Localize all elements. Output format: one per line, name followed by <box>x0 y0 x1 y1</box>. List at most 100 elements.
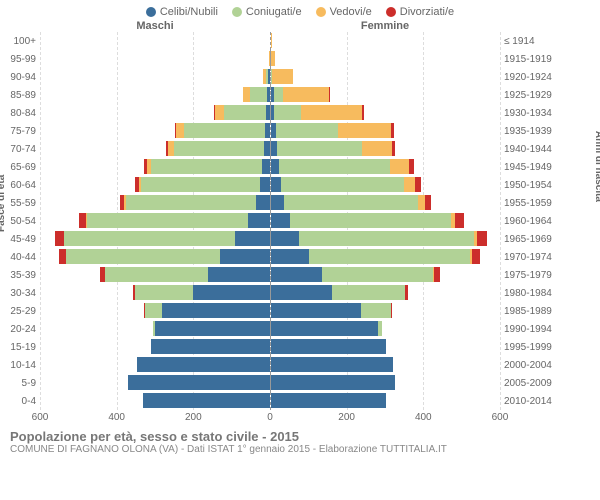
female-bar <box>271 320 501 338</box>
female-bar <box>271 32 501 50</box>
age-label: 60-64 <box>0 180 40 191</box>
age-row: 50-54 1960-1964 <box>0 212 600 230</box>
female-bar <box>271 176 501 194</box>
year-label: 1950-1954 <box>500 180 560 191</box>
male-bar <box>40 104 271 122</box>
x-tick: 0 <box>255 412 285 423</box>
age-row: 25-291985-1989 <box>0 302 600 320</box>
year-label: 1970-1974 <box>500 252 560 263</box>
female-bar <box>271 374 501 392</box>
male-bar <box>40 338 271 356</box>
legend-label-married: Coniugati/e <box>246 6 302 18</box>
age-label: 30-34 <box>0 288 40 299</box>
swatch-widowed <box>316 7 326 17</box>
age-row: 75-791935-1939 <box>0 122 600 140</box>
swatch-married <box>232 7 242 17</box>
age-row: 95-991915-1919 <box>0 50 600 68</box>
header-female: Femmine <box>270 20 500 32</box>
x-tick: 600 <box>485 412 515 423</box>
year-label: 1960-1964 <box>500 216 560 227</box>
male-bar <box>40 140 271 158</box>
male-bar <box>40 176 271 194</box>
male-bar <box>40 374 271 392</box>
x-tick: 200 <box>178 412 208 423</box>
x-axis: 6004002000200400600 <box>40 410 500 423</box>
male-bar <box>40 248 271 266</box>
legend-item-single: Celibi/Nubili <box>146 6 218 18</box>
age-row: 80-841930-1934 <box>0 104 600 122</box>
female-bar <box>271 356 501 374</box>
female-bar <box>271 194 501 212</box>
age-row: 55-59 1955-1959 <box>0 194 600 212</box>
year-label: 1945-1949 <box>500 162 560 173</box>
year-label: 2010-2014 <box>500 396 560 407</box>
year-label: 1985-1989 <box>500 306 560 317</box>
age-row: 30-34 1980-1984 <box>0 284 600 302</box>
male-bar <box>40 302 271 320</box>
legend-label-single: Celibi/Nubili <box>160 6 218 18</box>
chart-footer: Popolazione per età, sesso e stato civil… <box>0 423 600 455</box>
year-label: 1990-1994 <box>500 324 560 335</box>
x-tick: 400 <box>102 412 132 423</box>
column-headers: Maschi Femmine <box>0 20 600 32</box>
year-label: 1925-1929 <box>500 90 560 101</box>
year-label: 1965-1969 <box>500 234 560 245</box>
year-label: 1955-1959 <box>500 198 560 209</box>
female-bar <box>271 212 501 230</box>
male-bar <box>40 266 271 284</box>
female-bar <box>271 86 501 104</box>
pyramid-chart: Fasce di età Anni di nascita 100+≤ 19149… <box>0 32 600 423</box>
legend-item-married: Coniugati/e <box>232 6 302 18</box>
female-bar <box>271 230 501 248</box>
male-bar <box>40 86 271 104</box>
year-label: ≤ 1914 <box>500 36 560 47</box>
age-label: 100+ <box>0 36 40 47</box>
year-label: 1980-1984 <box>500 288 560 299</box>
legend-label-widowed: Vedovi/e <box>330 6 372 18</box>
age-row: 85-891925-1929 <box>0 86 600 104</box>
year-label: 1975-1979 <box>500 270 560 281</box>
legend-item-divorced: Divorziati/e <box>386 6 454 18</box>
female-bar <box>271 50 501 68</box>
male-bar <box>40 320 271 338</box>
age-label: 35-39 <box>0 270 40 281</box>
male-bar <box>40 158 271 176</box>
age-label: 10-14 <box>0 360 40 371</box>
chart-title: Popolazione per età, sesso e stato civil… <box>10 429 590 444</box>
year-label: 1915-1919 <box>500 54 560 65</box>
year-label: 1920-1924 <box>500 72 560 83</box>
x-tick: 200 <box>332 412 362 423</box>
male-bar <box>40 284 271 302</box>
age-row: 0-42010-2014 <box>0 392 600 410</box>
age-row: 65-691945-1949 <box>0 158 600 176</box>
swatch-single <box>146 7 156 17</box>
year-label: 1995-1999 <box>500 342 560 353</box>
age-row: 5-92005-2009 <box>0 374 600 392</box>
age-label: 45-49 <box>0 234 40 245</box>
age-label: 50-54 <box>0 216 40 227</box>
year-label: 1935-1939 <box>500 126 560 137</box>
male-bar <box>40 122 271 140</box>
age-row: 35-39 1975-1979 <box>0 266 600 284</box>
male-bar <box>40 212 271 230</box>
year-label: 1940-1944 <box>500 144 560 155</box>
female-bar <box>271 248 501 266</box>
age-row: 70-741940-1944 <box>0 140 600 158</box>
age-row: 10-14 2000-2004 <box>0 356 600 374</box>
age-label: 15-19 <box>0 342 40 353</box>
swatch-divorced <box>386 7 396 17</box>
chart-subtitle: COMUNE DI FAGNANO OLONA (VA) - Dati ISTA… <box>10 444 590 455</box>
female-bar <box>271 140 501 158</box>
male-bar <box>40 50 271 68</box>
age-label: 5-9 <box>0 378 40 389</box>
legend: Celibi/Nubili Coniugati/e Vedovi/e Divor… <box>0 0 600 20</box>
female-bar <box>271 392 501 410</box>
age-label: 20-24 <box>0 324 40 335</box>
age-row: 60-64 1950-1954 <box>0 176 600 194</box>
male-bar <box>40 194 271 212</box>
female-bar <box>271 302 501 320</box>
age-label: 55-59 <box>0 198 40 209</box>
male-bar <box>40 32 271 50</box>
year-label: 2000-2004 <box>500 360 560 371</box>
x-tick: 400 <box>408 412 438 423</box>
